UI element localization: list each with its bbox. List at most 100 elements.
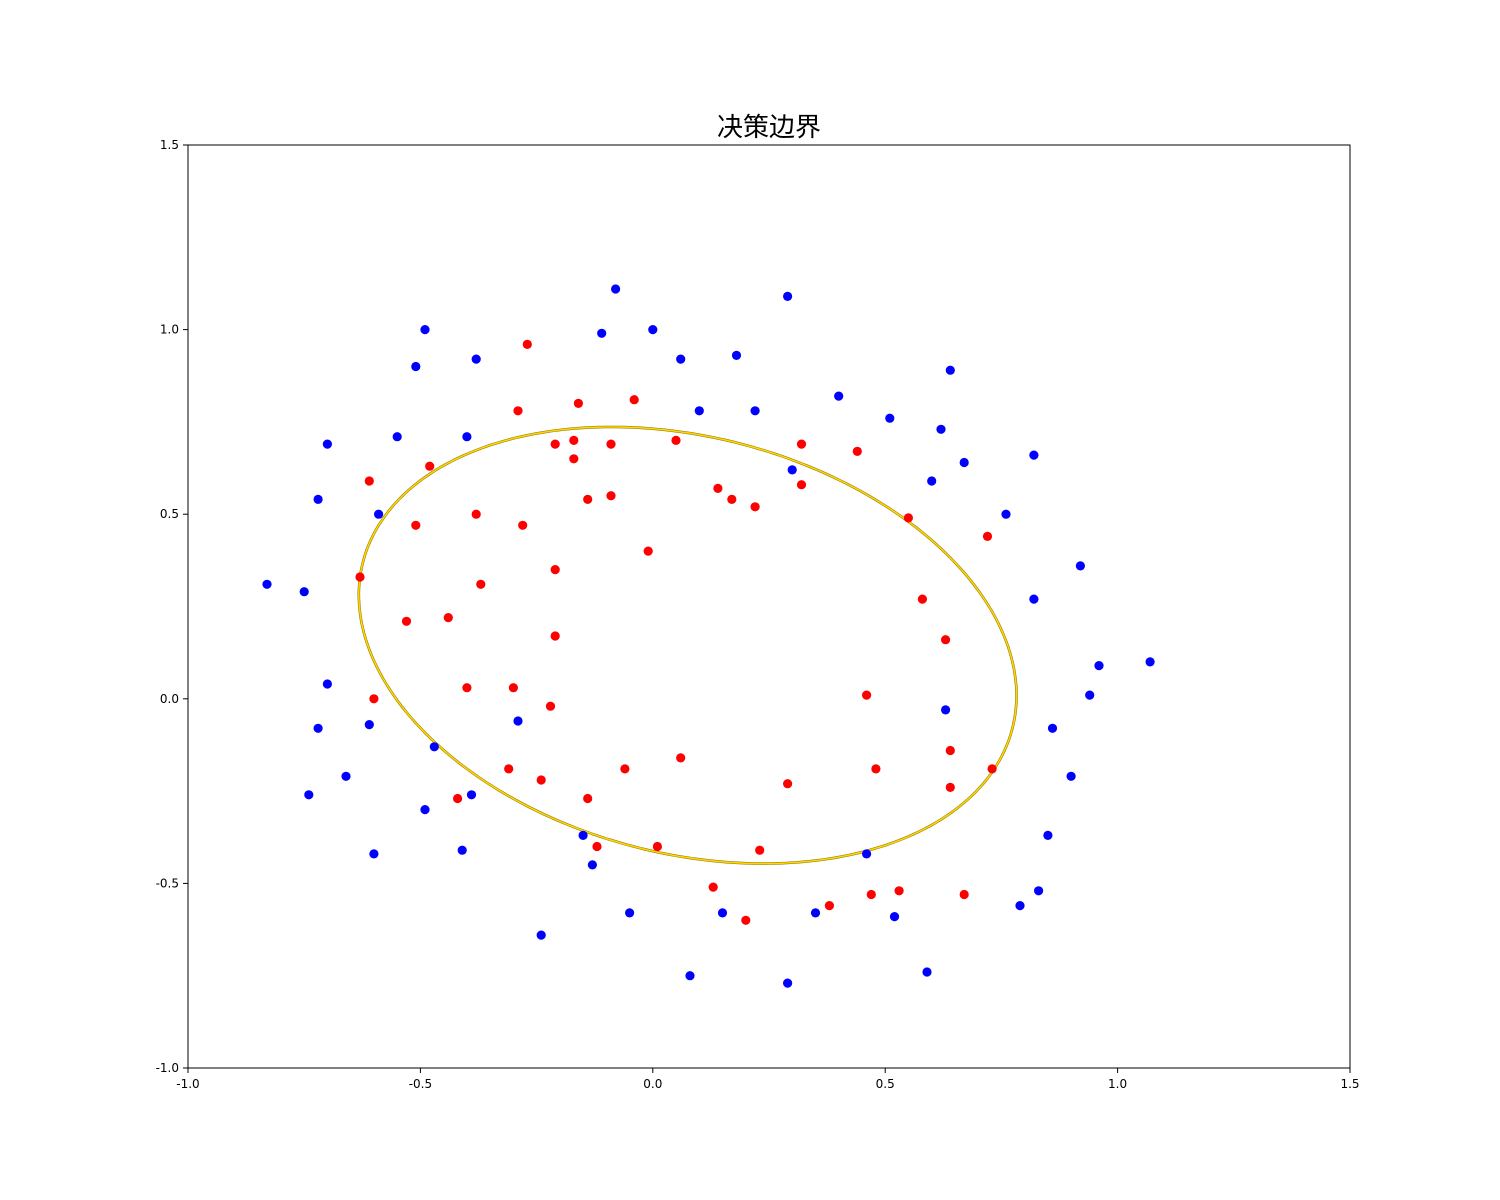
data-point-class-1 xyxy=(643,546,653,556)
y-tick-label: -1.0 xyxy=(156,1061,179,1075)
y-axis: -1.0 -0.5 0.0 0.5 1.0 1.5 xyxy=(156,138,188,1075)
data-point-class-1 xyxy=(573,398,584,408)
data-point-class-1 xyxy=(871,764,881,774)
plot-frame xyxy=(187,144,1351,1069)
y-tick-label: 1.0 xyxy=(160,323,179,337)
data-point-class-0 xyxy=(536,930,546,940)
data-point-class-0 xyxy=(262,579,272,589)
x-tick-label: 0.5 xyxy=(876,1077,895,1091)
decision-boundary-layer xyxy=(357,425,1018,865)
data-point-class-1 xyxy=(755,845,765,855)
data-point-class-0 xyxy=(369,849,379,859)
data-point-class-1 xyxy=(903,513,914,523)
data-point-class-0 xyxy=(322,439,332,449)
data-point-class-0 xyxy=(462,432,472,442)
data-point-class-0 xyxy=(411,361,421,372)
data-point-class-1 xyxy=(569,454,579,464)
data-point-class-1 xyxy=(824,901,835,911)
x-tick-label: 0.0 xyxy=(643,1077,662,1091)
data-point-class-0 xyxy=(941,705,951,715)
data-point-class-1 xyxy=(606,491,616,501)
x-tick-label: 1.5 xyxy=(1340,1077,1359,1091)
data-point-class-1 xyxy=(462,683,472,693)
data-point-class-0 xyxy=(1015,901,1025,911)
data-point-class-1 xyxy=(364,476,374,486)
data-point-class-1 xyxy=(945,745,955,756)
data-point-class-1 xyxy=(522,339,532,349)
chart-title: 决策边界 xyxy=(717,113,821,143)
data-point-class-0 xyxy=(304,790,314,800)
data-point-class-1 xyxy=(443,613,453,623)
data-point-class-1 xyxy=(941,635,951,645)
y-tick-label: 0.5 xyxy=(160,507,179,521)
data-point-class-1 xyxy=(550,631,560,641)
data-point-class-0 xyxy=(466,790,477,800)
data-point-class-0 xyxy=(322,679,332,689)
data-point-class-1 xyxy=(401,616,412,626)
y-tick-label: 1.5 xyxy=(160,138,179,152)
data-point-class-0 xyxy=(420,325,430,335)
data-point-class-1 xyxy=(583,494,593,504)
x-axis: -1.0 -0.5 0.0 0.5 1.0 1.5 xyxy=(176,1068,1360,1091)
data-point-class-1 xyxy=(369,694,379,704)
data-point-class-1 xyxy=(453,793,463,804)
data-point-class-0 xyxy=(936,424,946,434)
data-point-class-0 xyxy=(862,849,872,859)
data-point-class-0 xyxy=(1029,450,1039,460)
data-point-class-1 xyxy=(518,520,528,530)
data-point-class-1 xyxy=(862,690,872,700)
data-point-class-1 xyxy=(536,775,546,785)
data-point-class-1 xyxy=(783,779,793,789)
x-tick-label: 1.0 xyxy=(1108,1077,1127,1091)
data-point-class-0 xyxy=(374,509,384,519)
data-point-class-1 xyxy=(583,793,593,804)
data-point-class-1 xyxy=(741,915,751,925)
data-point-class-1 xyxy=(513,406,523,416)
data-point-class-0 xyxy=(889,912,900,922)
data-point-class-0 xyxy=(885,413,895,423)
data-point-class-1 xyxy=(796,480,807,490)
data-point-class-1 xyxy=(476,579,486,589)
data-point-class-0 xyxy=(1029,594,1039,604)
data-point-class-0 xyxy=(587,860,598,870)
data-point-class-1 xyxy=(606,439,616,449)
data-point-class-1 xyxy=(508,683,518,693)
data-point-class-1 xyxy=(425,461,435,471)
data-point-class-0 xyxy=(1066,771,1076,781)
data-point-class-0 xyxy=(927,476,937,486)
data-point-class-0 xyxy=(1001,509,1011,519)
data-point-class-0 xyxy=(694,406,704,416)
data-points-layer xyxy=(262,284,1155,988)
data-point-class-0 xyxy=(783,291,793,301)
data-point-class-0 xyxy=(1043,830,1053,841)
data-point-class-0 xyxy=(625,908,635,918)
data-point-class-0 xyxy=(834,391,844,401)
data-point-class-0 xyxy=(731,350,742,360)
data-point-class-1 xyxy=(411,520,421,530)
data-point-class-0 xyxy=(1034,886,1044,896)
data-point-class-1 xyxy=(987,764,997,774)
data-point-class-0 xyxy=(1085,690,1095,700)
data-point-class-0 xyxy=(299,587,309,597)
data-point-class-1 xyxy=(550,439,560,449)
data-point-class-1 xyxy=(750,502,760,512)
data-point-class-0 xyxy=(1145,657,1155,667)
data-point-class-1 xyxy=(592,841,602,852)
data-point-class-1 xyxy=(713,483,723,493)
data-point-class-1 xyxy=(620,764,630,774)
data-point-class-1 xyxy=(569,435,579,445)
data-point-class-0 xyxy=(1047,723,1058,733)
data-point-class-1 xyxy=(471,509,481,519)
y-tick-label: -0.5 xyxy=(156,876,179,890)
data-point-class-0 xyxy=(676,354,686,364)
data-point-class-1 xyxy=(355,572,365,582)
data-point-class-1 xyxy=(982,531,993,542)
data-point-class-0 xyxy=(922,967,932,977)
data-point-class-0 xyxy=(597,328,607,338)
data-point-class-1 xyxy=(866,889,876,900)
data-point-class-1 xyxy=(894,886,904,896)
data-point-class-1 xyxy=(676,753,686,763)
data-point-class-0 xyxy=(429,742,439,752)
data-point-class-0 xyxy=(959,457,969,468)
data-point-class-1 xyxy=(545,701,556,711)
